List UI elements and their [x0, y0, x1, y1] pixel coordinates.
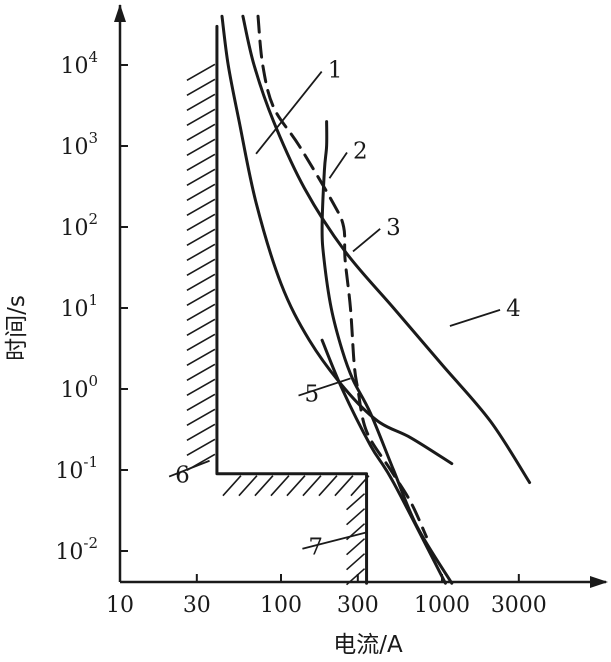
- x-tick-label: 1000: [414, 593, 470, 618]
- hatch-line: [286, 475, 306, 497]
- curve-label-4: 4: [506, 296, 521, 322]
- hatch-line: [186, 63, 216, 82]
- hatch-line: [186, 108, 216, 127]
- hatch-line: [186, 288, 216, 307]
- y-tick-label: 104: [60, 48, 98, 79]
- hatch-line: [186, 393, 216, 412]
- y-tick-label: 103: [60, 129, 98, 160]
- hatch-line: [186, 243, 216, 262]
- hatch-line: [186, 123, 216, 142]
- hatch-line: [186, 228, 216, 247]
- x-tick-label: 300: [337, 593, 379, 618]
- curve-label-2: 2: [353, 139, 368, 165]
- label-leader-4: [449, 308, 501, 327]
- x-ticks: 10 30 100 300 1000 3000: [106, 574, 547, 618]
- x-tick-label: 100: [260, 593, 302, 618]
- curve-label-3: 3: [386, 215, 401, 241]
- hatch-line: [186, 138, 216, 157]
- label-leader-5: [298, 377, 351, 397]
- hatch-line: [186, 198, 216, 217]
- hatch-line: [186, 378, 216, 397]
- y-tick-label: 10-1: [55, 453, 98, 484]
- curve-4: [241, 14, 532, 485]
- curve-3: [256, 14, 428, 539]
- hatch-layer: [186, 63, 370, 586]
- hatch-line: [186, 423, 216, 442]
- hatch-line: [334, 475, 354, 497]
- hatch-line: [346, 538, 366, 556]
- hatch-line: [238, 475, 258, 497]
- curve-6: [215, 24, 369, 585]
- hatch-line: [186, 183, 216, 202]
- curve-label-6: 6: [175, 463, 190, 489]
- label-leader-6: [168, 459, 210, 478]
- curve-labels: 1 2 3 4 5 6 7: [168, 58, 521, 561]
- hatch-line: [186, 363, 216, 382]
- y-tick-label: 100: [60, 372, 98, 403]
- hatch-line: [318, 475, 338, 497]
- hatch-line: [270, 475, 290, 497]
- label-leader-7: [302, 531, 367, 550]
- label-leader-2: [328, 152, 348, 179]
- curve-5: [320, 338, 447, 585]
- y-ticks: 10-2 10-1 100 101 102 103 104: [55, 48, 128, 565]
- x-axis-title: 电流/A: [333, 632, 403, 658]
- y-axis-title: 时间/s: [4, 295, 30, 361]
- hatch-line: [302, 475, 322, 497]
- curve-1: [220, 14, 454, 466]
- curve-label-5: 5: [305, 382, 320, 408]
- hatch-line: [186, 153, 216, 172]
- label-leader-3: [352, 228, 381, 253]
- hatch-line: [346, 508, 366, 526]
- hatch-line: [254, 475, 274, 497]
- curve-2: [320, 120, 454, 585]
- y-tick-label: 10-2: [55, 534, 98, 565]
- label-leader-1: [255, 70, 323, 155]
- hatch-line: [186, 258, 216, 277]
- x-axis-arrow: [590, 576, 608, 588]
- hatch-line: [186, 408, 216, 427]
- hatch-line: [186, 213, 216, 232]
- x-tick-label: 30: [183, 593, 211, 618]
- hatch-line: [346, 553, 366, 571]
- hatch-line: [186, 273, 216, 292]
- hatch-line: [186, 438, 216, 457]
- hatch-line: [186, 93, 216, 112]
- curve-label-7: 7: [308, 535, 323, 561]
- x-tick-label: 10: [106, 593, 134, 618]
- y-tick-label: 102: [60, 210, 98, 241]
- curve-label-1: 1: [328, 58, 343, 84]
- hatch-line: [186, 348, 216, 367]
- hatch-line: [186, 78, 216, 97]
- hatch-line: [186, 318, 216, 337]
- x-tick-label: 3000: [491, 593, 547, 618]
- y-tick-label: 101: [60, 291, 98, 322]
- hatch-line: [346, 493, 366, 511]
- hatch-line: [222, 475, 242, 497]
- hatch-line: [186, 168, 216, 187]
- y-axis-arrow: [114, 4, 126, 22]
- hatch-line: [186, 333, 216, 352]
- hatch-line: [186, 303, 216, 322]
- curves: [215, 14, 532, 585]
